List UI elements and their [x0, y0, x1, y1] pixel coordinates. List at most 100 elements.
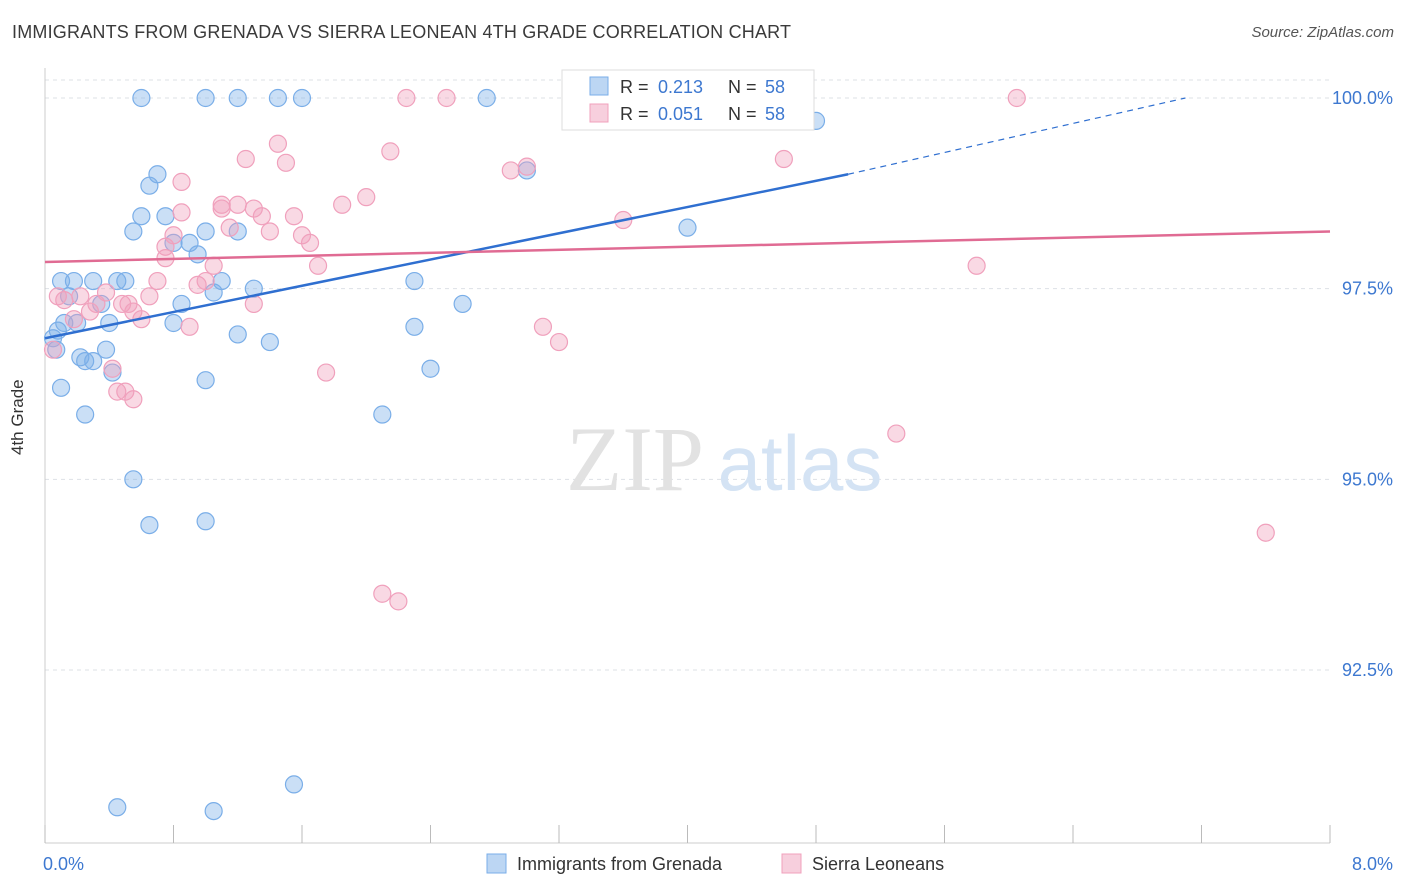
- data-point: [64, 310, 84, 329]
- data-point: [292, 88, 312, 108]
- data-point: [103, 359, 122, 378]
- data-point: [164, 226, 183, 245]
- data-point: [437, 88, 456, 108]
- trend-lines: [44, 97, 1331, 340]
- data-point: [373, 584, 392, 603]
- data-point: [204, 256, 223, 275]
- stats-n-value: 58: [765, 77, 785, 97]
- y-tick-label: 95.0%: [1342, 469, 1393, 489]
- watermark-atlas: atlas: [718, 419, 883, 507]
- data-point: [308, 256, 328, 275]
- stats-legend-swatch: [589, 76, 609, 96]
- data-point: [124, 222, 143, 241]
- data-point: [116, 382, 135, 401]
- data-point: [156, 207, 175, 226]
- data-point: [501, 161, 520, 180]
- data-point: [212, 271, 231, 291]
- data-point: [453, 294, 472, 314]
- stats-r-value: 0.051: [658, 104, 703, 124]
- stats-n-value: 58: [765, 104, 785, 124]
- data-point: [678, 218, 697, 237]
- data-point: [55, 291, 74, 310]
- data-point: [284, 775, 304, 794]
- data-point: [55, 313, 74, 333]
- trend-line: [44, 230, 1331, 264]
- data-point: [132, 88, 151, 108]
- watermark-zip: ZIP: [566, 408, 704, 510]
- data-point: [164, 313, 183, 333]
- data-point: [71, 287, 90, 306]
- data-point: [333, 195, 352, 214]
- data-point: [397, 88, 416, 108]
- y-tick-label: 92.5%: [1342, 660, 1393, 680]
- data-point: [116, 271, 135, 291]
- data-point: [76, 405, 95, 424]
- legend-swatch: [781, 853, 802, 874]
- data-point: [148, 165, 167, 184]
- x-tick-label-max: 8.0%: [1352, 854, 1393, 874]
- data-point: [357, 188, 376, 207]
- data-point: [967, 256, 986, 275]
- data-point: [381, 142, 400, 161]
- data-point: [533, 317, 553, 336]
- series-legend: Immigrants from Grenada Sierra Leoneans: [486, 853, 944, 874]
- stats-n-label: N =: [728, 77, 757, 97]
- data-point: [228, 88, 247, 108]
- data-point: [477, 88, 496, 108]
- chart-title: IMMIGRANTS FROM GRENADA VS SIERRA LEONEA…: [12, 22, 792, 42]
- data-point: [196, 271, 215, 291]
- data-point: [124, 470, 143, 489]
- data-point: [96, 340, 116, 359]
- trend-line-extension: [847, 97, 1186, 175]
- data-point: [774, 149, 793, 169]
- data-point: [517, 161, 536, 180]
- stats-r-value: 0.213: [658, 77, 703, 97]
- data-point: [300, 233, 320, 253]
- data-point: [188, 245, 207, 264]
- data-point: [220, 218, 239, 237]
- stats-r-label: R =: [620, 104, 649, 124]
- data-point: [84, 352, 103, 371]
- grid-lines: [45, 79, 1330, 671]
- data-point: [204, 801, 223, 821]
- chart-source: Source: ZipAtlas.com: [1251, 24, 1394, 41]
- data-point: [196, 88, 215, 108]
- data-point: [887, 424, 906, 443]
- data-point: [148, 271, 167, 291]
- legend-swatch: [486, 853, 507, 874]
- data-point: [172, 294, 191, 314]
- stats-n-label: N =: [728, 104, 757, 124]
- data-point: [51, 271, 71, 291]
- stats-r-label: R =: [620, 77, 649, 97]
- data-point: [108, 798, 127, 817]
- stats-legend-swatch: [589, 103, 609, 123]
- data-point: [43, 340, 63, 359]
- data-point: [389, 592, 408, 611]
- legend-label: Sierra Leoneans: [812, 854, 944, 874]
- x-tick-label-min: 0.0%: [43, 854, 84, 874]
- data-point: [284, 207, 304, 226]
- data-point: [180, 317, 199, 336]
- data-point: [103, 363, 122, 382]
- data-point: [96, 283, 116, 302]
- data-point: [196, 371, 215, 390]
- data-point: [196, 222, 215, 241]
- data-point: [228, 195, 247, 214]
- data-point: [549, 332, 569, 352]
- data-point: [236, 149, 255, 169]
- data-point: [268, 88, 288, 108]
- y-tick-label: 100.0%: [1332, 88, 1393, 108]
- data-point: [1007, 88, 1026, 108]
- data-point: [268, 134, 288, 153]
- data-point: [80, 302, 100, 321]
- data-point: [260, 222, 279, 241]
- data-point: [373, 405, 392, 424]
- data-point: [405, 271, 424, 291]
- axes: 92.5% 95.0% 97.5% 100.0% 0.0% 8.0%: [43, 68, 1393, 874]
- data-point: [196, 512, 215, 531]
- data-point: [276, 153, 296, 172]
- data-point: [172, 172, 191, 191]
- data-point: [132, 207, 151, 226]
- trend-line: [44, 173, 849, 340]
- data-point: [405, 317, 424, 336]
